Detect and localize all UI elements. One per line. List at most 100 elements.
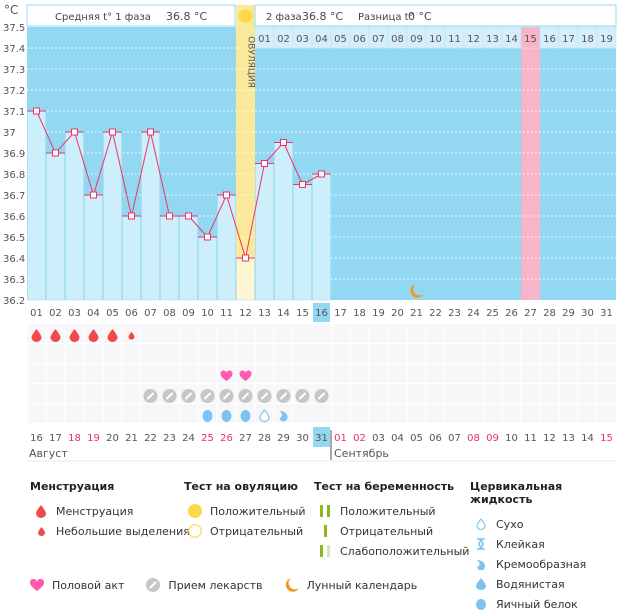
legend-item: Кремообразная (496, 557, 587, 571)
cycle-day-label: 26 (505, 308, 518, 319)
calendar-date-label: 19 (87, 433, 100, 444)
legend-cervical-fluid: Цервикальная жидкость Сухо Клейкая Кремо… (470, 480, 626, 614)
calendar-date-label: 23 (163, 433, 176, 444)
temperature-point (33, 107, 40, 115)
phase2-day-label: 12 (467, 34, 480, 45)
calendar-date-label: 30 (296, 433, 309, 444)
cycle-day-label: 05 (106, 308, 119, 319)
temperature-line (36, 110, 322, 259)
pill-stripe (280, 392, 287, 400)
cycle-day-label: 15 (296, 308, 309, 319)
temperature-bar (84, 194, 103, 301)
calendar-date-label: 09 (486, 433, 499, 444)
temperature-point (280, 139, 287, 146)
calendar-date-label: 05 (410, 433, 423, 444)
legend-item: Прием лекарств (168, 578, 263, 592)
calendar-date-label: 27 (239, 433, 252, 444)
cycle-day-label: 09 (182, 308, 195, 319)
temperature-bar (141, 131, 160, 301)
phase2-day-label: 13 (486, 34, 499, 45)
cycle-day-label: 29 (562, 308, 575, 319)
phase2-day-label: 01 (258, 34, 271, 45)
calendar-date-label: 11 (524, 433, 537, 444)
y-tick-label: 37.4 (3, 44, 25, 55)
cycle-day-label: 18 (353, 308, 366, 319)
current-day-highlight (313, 303, 330, 322)
menstruation-drop-icon (50, 329, 61, 342)
calendar-date-label: 28 (258, 433, 271, 444)
calendar-date-label: 17 (49, 433, 62, 444)
cycle-day-label: 24 (467, 308, 480, 319)
preg-positive-icon (314, 505, 336, 517)
cycle-day-label: 12 (239, 308, 252, 319)
menstruation-drop-icon (107, 329, 118, 342)
diff-label: Разница t° (358, 12, 414, 23)
y-tick-label: 37.3 (3, 65, 25, 76)
phase2-day-label: 19 (600, 34, 613, 45)
phase2-day-label: 07 (372, 34, 385, 45)
legend-item: Отрицательный (340, 524, 434, 538)
phase2-day-label: 14 (505, 34, 518, 45)
fluid-creamy-icon (470, 558, 492, 570)
cycle-day-label: 10 (201, 308, 214, 319)
cycle-day-label: 06 (125, 308, 138, 319)
pill-stripe (261, 392, 268, 400)
temperature-bar (160, 215, 179, 301)
cycle-day-label: 13 (258, 308, 271, 319)
pill-stripe (242, 392, 249, 400)
legend-other: Половой акт Прием лекарств Лунный календ… (30, 578, 441, 592)
temperature-bar (179, 215, 198, 301)
legend-title: Тест на беременность (314, 480, 455, 493)
cycle-day-label: 22 (429, 308, 442, 319)
y-tick-label: 37 (3, 128, 16, 139)
cycle-day-label: 14 (277, 308, 290, 319)
temperature-point (109, 128, 116, 136)
temperature-bar (103, 131, 122, 301)
temperature-bar (293, 184, 312, 301)
y-tick-label: 37.1 (3, 107, 25, 118)
legend-ovulation-test: Тест на овуляцию Положительный Отрицател… (184, 480, 306, 541)
temperature-bar (217, 194, 236, 301)
pill-stripe (204, 392, 211, 400)
bbt-chart: 37.5 37.4 37.3 37.2 37.1 37 36.9 36.8 36.7 36.6 36… (3, 3, 617, 462)
calendar-date-label: 31 (315, 433, 328, 444)
fluid-watery-icon (470, 578, 492, 590)
calendar-date-label: 18 (68, 433, 81, 444)
legend-item: Лунный календарь (306, 578, 418, 592)
unit-label: °C (4, 3, 18, 17)
month-label: Август (29, 447, 68, 460)
temperature-bar (198, 236, 217, 301)
temperature-bar (122, 215, 141, 301)
symptom-row (27, 324, 616, 343)
legend-item: Положительный (210, 504, 306, 518)
legend-title: Тест на овуляцию (184, 480, 298, 493)
cycle-day-label: 04 (87, 308, 100, 319)
temperature-bar (236, 257, 255, 301)
calendar-date-label: 04 (391, 433, 404, 444)
phase2-day-label: 08 (391, 34, 404, 45)
calendar-date-label: 06 (429, 433, 442, 444)
symptom-row (27, 364, 616, 383)
phase2-day-label: 16 (543, 34, 556, 45)
temperature-point (52, 149, 59, 157)
preg-negative-icon (314, 525, 336, 537)
phase1-header (26, 4, 236, 27)
diff-value: 0 °C (408, 10, 432, 23)
fluid-egg-white-icon (221, 410, 232, 422)
cycle-day-label: 27 (524, 308, 537, 319)
cycle-day-label: 11 (220, 308, 233, 319)
ovulation-label: ОВУЛЯЦИЯ (246, 36, 256, 88)
menstruation-drop-icon (31, 329, 42, 342)
pill-stripe (299, 392, 306, 400)
month-label: Сентябрь (334, 447, 389, 460)
temperature-point (223, 191, 230, 199)
heart-icon (220, 370, 233, 381)
y-tick-label: 36.5 (3, 233, 25, 244)
temperature-bar (46, 152, 65, 301)
pill-stripe (185, 392, 192, 400)
legend-item: Положительный (340, 504, 436, 518)
legend-item: Половой акт (52, 578, 125, 592)
sun-icon (238, 9, 253, 23)
menstruation-drop-icon (88, 329, 99, 342)
cycle-day-label: 16 (315, 308, 328, 319)
